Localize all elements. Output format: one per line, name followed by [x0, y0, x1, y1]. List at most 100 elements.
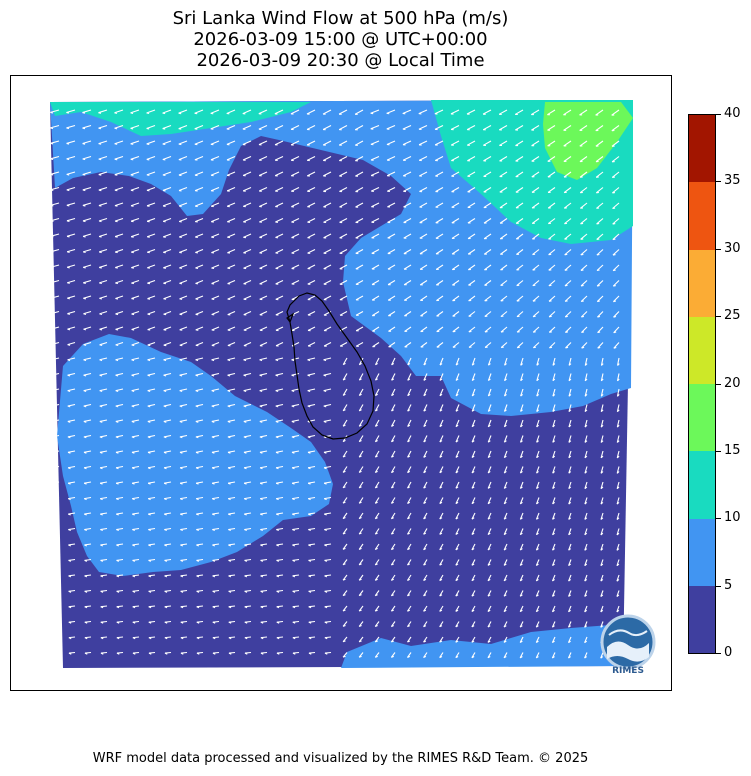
wind-vector: [617, 357, 620, 366]
wind-vector-head: [67, 390, 71, 392]
wind-vector-head: [99, 467, 103, 470]
wind-vector-head: [50, 235, 54, 238]
wind-vector: [439, 528, 444, 535]
wind-vector: [391, 435, 396, 443]
wind-vector: [308, 527, 316, 531]
wind-vector-head: [375, 362, 378, 366]
wind-vector: [532, 264, 540, 271]
wind-vector-head: [51, 313, 55, 315]
wind-vector-head: [99, 251, 102, 254]
wind-vector-head: [164, 637, 168, 640]
wind-vector: [195, 403, 204, 407]
wind-vector-head: [131, 328, 135, 331]
wind-vector: [210, 202, 220, 207]
wind-vector-head: [114, 236, 118, 238]
wind-vector-head: [292, 575, 296, 578]
wind-vector: [388, 326, 396, 332]
wind-vector: [407, 543, 412, 550]
wind-vector-head: [439, 424, 443, 428]
wind-vector: [275, 372, 284, 376]
wind-vector: [552, 528, 556, 535]
wind-vector-head: [195, 436, 199, 439]
wind-vector: [355, 171, 364, 177]
wind-vector: [67, 403, 76, 407]
wind-vector: [595, 109, 604, 116]
wind-vector-head: [519, 609, 523, 613]
wind-vector: [195, 310, 204, 315]
wind-vector: [439, 559, 444, 566]
wind-vector: [420, 326, 428, 332]
wind-vector: [51, 403, 60, 407]
wind-vector-head: [323, 467, 327, 470]
wind-vector: [339, 295, 348, 301]
wind-vector: [423, 450, 428, 458]
wind-vector: [419, 202, 428, 208]
wind-vector-head: [552, 594, 555, 597]
wind-vector-head: [244, 513, 247, 516]
wind-vector: [195, 450, 204, 453]
wind-vector-head: [114, 143, 118, 145]
wind-vector-head: [581, 331, 585, 334]
wind-vector-head: [131, 282, 135, 285]
wind-vector-head: [536, 471, 539, 474]
wind-vector: [468, 264, 476, 271]
wind-vector-head: [82, 220, 86, 223]
wind-vector: [531, 218, 540, 224]
wind-vector-head: [471, 578, 475, 582]
wind-vector-head: [99, 498, 103, 501]
wind-vector: [552, 543, 556, 551]
wind-vector-head: [600, 424, 604, 428]
wind-vector: [147, 403, 156, 407]
wind-vector-head: [439, 548, 443, 551]
wind-vector: [323, 249, 332, 254]
wind-vector-head: [164, 529, 167, 532]
wind-vector: [210, 171, 220, 176]
wind-vector-head: [568, 656, 571, 659]
wind-vector-head: [308, 544, 312, 547]
wind-vector: [612, 202, 620, 209]
wind-vector: [306, 140, 316, 146]
wind-vector: [471, 388, 476, 397]
wind-vector-head: [323, 482, 327, 485]
wind-vector: [487, 373, 492, 381]
colorbar-tick: [716, 316, 721, 318]
wind-vector: [420, 342, 428, 348]
wind-vector-head: [228, 529, 231, 532]
wind-vector: [584, 590, 588, 597]
wind-vector: [371, 233, 380, 239]
wind-vector: [390, 559, 396, 566]
wind-vector: [612, 233, 620, 240]
wind-vector-head: [307, 451, 311, 454]
wind-vector-head: [552, 501, 555, 505]
wind-vector-head: [597, 315, 601, 318]
wind-vector-head: [324, 575, 328, 578]
wind-vector: [291, 434, 300, 438]
wind-vector: [291, 388, 300, 392]
wind-vector: [451, 264, 460, 271]
wind-vector-head: [391, 640, 394, 643]
wind-vector-head: [488, 393, 491, 397]
wind-vector-head: [116, 513, 119, 516]
wind-vector-head: [616, 455, 620, 459]
wind-vector-head: [488, 363, 491, 366]
wind-vector: [519, 466, 524, 474]
wind-vector: [274, 156, 284, 161]
wind-vector-head: [84, 544, 88, 547]
wind-vector-head: [407, 517, 411, 520]
wind-vector: [597, 311, 604, 318]
wind-vector: [178, 202, 188, 207]
wind-vector: [324, 558, 332, 561]
wind-vector-head: [358, 609, 362, 612]
wind-vector: [388, 342, 396, 348]
wind-vector-head: [552, 548, 555, 551]
wind-vector: [387, 218, 396, 223]
wind-vector: [163, 264, 172, 269]
wind-vector-head: [584, 579, 588, 582]
wind-vector: [455, 590, 460, 597]
wind-vector-head: [132, 575, 136, 578]
wind-vector: [339, 218, 348, 223]
wind-vector: [535, 574, 540, 582]
wind-vector: [98, 140, 108, 145]
wind-vector-head: [439, 655, 443, 659]
wind-vector: [600, 574, 604, 582]
